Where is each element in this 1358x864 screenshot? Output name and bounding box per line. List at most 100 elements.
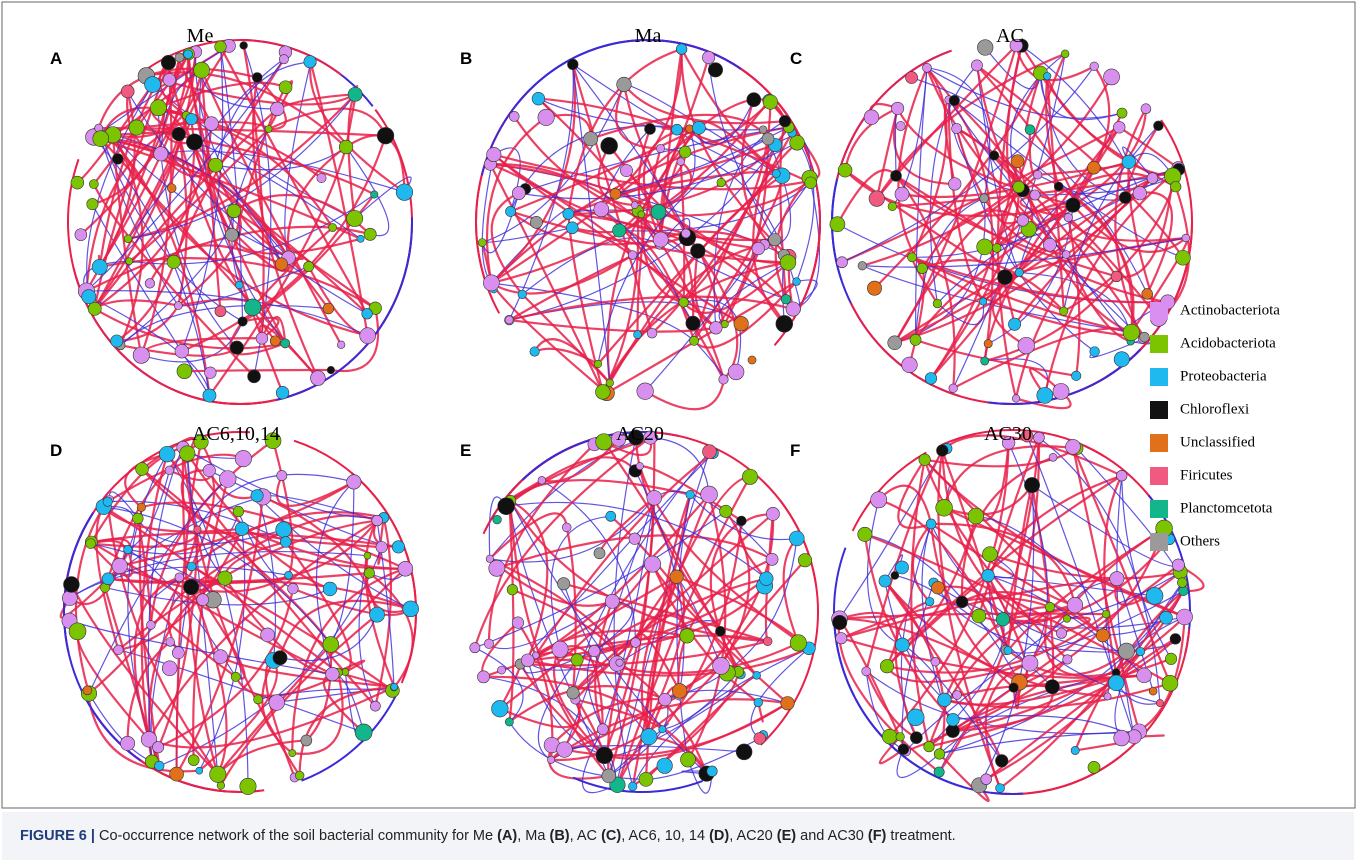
node — [652, 231, 669, 248]
node — [1103, 692, 1112, 701]
edge — [141, 468, 332, 646]
edge — [190, 514, 378, 588]
node — [1065, 439, 1081, 455]
node — [1146, 172, 1159, 184]
edge — [490, 192, 524, 296]
node — [679, 628, 695, 644]
node — [593, 201, 610, 218]
node — [557, 577, 571, 591]
node — [153, 146, 169, 162]
node — [1141, 288, 1153, 300]
edge — [1116, 176, 1174, 279]
node — [284, 570, 293, 580]
edge — [474, 647, 524, 723]
node — [1122, 323, 1140, 341]
edge — [978, 485, 1035, 786]
node — [1110, 270, 1123, 283]
edge — [1044, 606, 1117, 678]
edge — [680, 49, 790, 258]
node — [511, 616, 525, 629]
node — [208, 157, 223, 173]
edge — [618, 661, 708, 775]
node — [278, 80, 293, 94]
edge — [168, 441, 213, 482]
node — [709, 321, 723, 335]
node — [909, 333, 922, 346]
edge — [943, 484, 1033, 516]
node — [971, 59, 983, 72]
node — [1059, 306, 1069, 316]
edge — [198, 659, 278, 772]
node — [1165, 652, 1178, 665]
edge — [925, 67, 1067, 256]
edge — [1043, 168, 1180, 396]
edge — [167, 62, 287, 344]
node — [1101, 610, 1111, 619]
edge — [952, 564, 1180, 732]
edge — [148, 685, 395, 749]
node — [789, 530, 805, 547]
node — [504, 315, 514, 325]
legend-label: Others — [1180, 533, 1220, 549]
edge — [499, 699, 581, 729]
edge — [866, 499, 903, 646]
edge — [69, 566, 289, 599]
node — [736, 515, 747, 526]
node — [1139, 331, 1150, 343]
node — [1016, 214, 1029, 227]
node — [628, 781, 638, 791]
network — [59, 431, 419, 795]
node — [861, 666, 872, 677]
edge — [490, 126, 700, 284]
node — [669, 569, 684, 584]
edge — [178, 265, 309, 307]
node — [630, 637, 641, 648]
legend-swatch — [1150, 302, 1168, 320]
edge — [181, 46, 224, 352]
node — [511, 186, 526, 200]
node — [981, 568, 995, 583]
node — [679, 145, 692, 159]
node — [176, 363, 193, 379]
node — [161, 660, 178, 677]
node — [251, 72, 263, 83]
node — [562, 207, 575, 220]
edge — [930, 160, 1019, 380]
node — [270, 101, 285, 117]
edge — [590, 113, 769, 140]
node — [685, 490, 695, 500]
node — [894, 186, 910, 202]
edge — [961, 591, 1104, 637]
legend-swatch — [1150, 467, 1168, 485]
node — [891, 101, 905, 115]
node — [1024, 477, 1040, 494]
node — [179, 445, 196, 462]
edge — [215, 146, 347, 171]
node — [363, 567, 375, 579]
node — [287, 583, 299, 595]
legend-label: Firicutes — [1180, 467, 1233, 483]
edge — [201, 599, 246, 680]
node — [87, 301, 102, 316]
node — [995, 783, 1005, 793]
node — [857, 526, 873, 542]
node — [1024, 124, 1036, 135]
node — [702, 50, 716, 65]
node — [804, 176, 817, 189]
node — [1071, 370, 1082, 381]
node — [702, 444, 717, 459]
edge — [541, 479, 637, 643]
node — [762, 636, 773, 647]
node — [346, 210, 364, 227]
node — [675, 43, 688, 55]
edge — [510, 126, 700, 213]
edge — [157, 588, 294, 749]
edge — [136, 518, 152, 625]
edge — [527, 629, 688, 662]
node — [655, 143, 666, 153]
node — [976, 238, 993, 256]
edge — [251, 226, 334, 309]
node — [718, 374, 729, 385]
node — [529, 346, 540, 357]
node — [63, 576, 80, 593]
